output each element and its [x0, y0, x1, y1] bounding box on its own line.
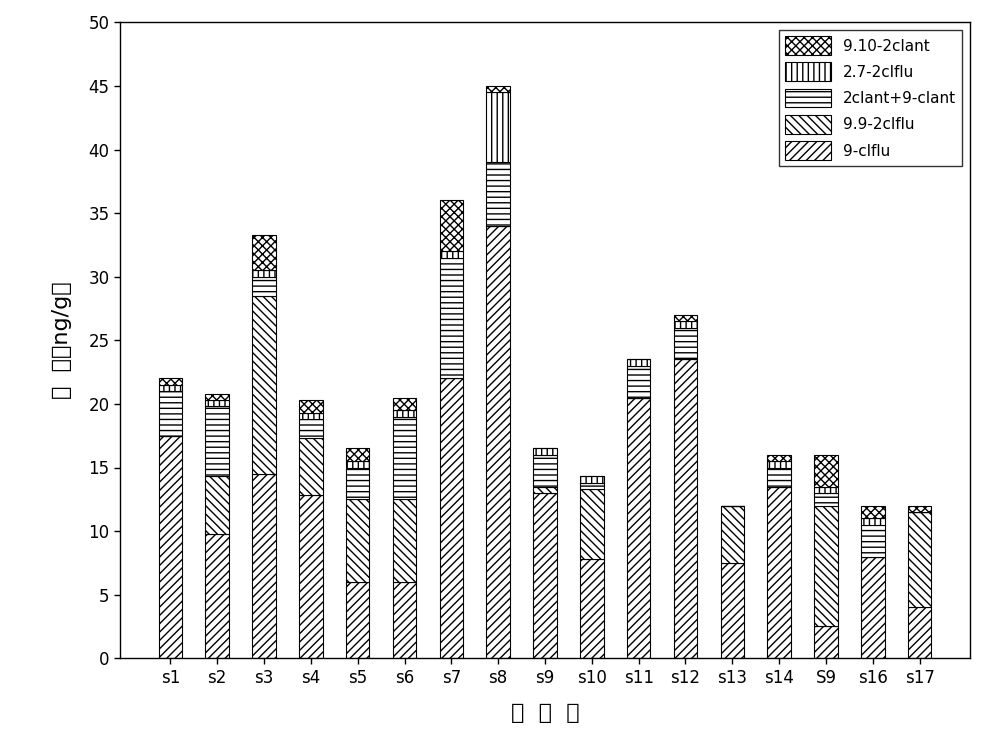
- Bar: [252, 474, 276, 658]
- Bar: [627, 366, 650, 398]
- Bar: [861, 525, 885, 557]
- Bar: [346, 582, 369, 658]
- Bar: [861, 518, 885, 525]
- Bar: [393, 500, 416, 582]
- Bar: [393, 582, 416, 658]
- Bar: [767, 468, 791, 487]
- Bar: [252, 277, 276, 296]
- Bar: [440, 251, 463, 258]
- Bar: [299, 413, 323, 419]
- Bar: [252, 296, 276, 474]
- Bar: [486, 226, 510, 658]
- Bar: [346, 461, 369, 468]
- Bar: [721, 506, 744, 563]
- Bar: [159, 391, 182, 435]
- Bar: [814, 506, 838, 627]
- Bar: [393, 398, 416, 410]
- Bar: [580, 476, 604, 482]
- Bar: [252, 235, 276, 271]
- Bar: [767, 487, 791, 658]
- Bar: [159, 435, 182, 658]
- Bar: [205, 406, 229, 476]
- Bar: [252, 271, 276, 277]
- Bar: [440, 378, 463, 658]
- X-axis label: 采  样  点: 采 样 点: [511, 703, 579, 723]
- Bar: [533, 455, 557, 487]
- Bar: [299, 438, 323, 495]
- Bar: [627, 398, 650, 658]
- Bar: [486, 93, 510, 162]
- Bar: [205, 393, 229, 400]
- Bar: [674, 322, 697, 328]
- Bar: [533, 449, 557, 455]
- Bar: [533, 487, 557, 493]
- Bar: [159, 384, 182, 391]
- Y-axis label: 浓  度（ng/g）: 浓 度（ng/g）: [52, 281, 72, 399]
- Bar: [861, 506, 885, 518]
- Bar: [440, 200, 463, 251]
- Bar: [393, 417, 416, 500]
- Bar: [580, 482, 604, 489]
- Bar: [908, 607, 931, 658]
- Bar: [205, 533, 229, 658]
- Bar: [908, 506, 931, 512]
- Bar: [767, 455, 791, 461]
- Bar: [346, 500, 369, 582]
- Bar: [814, 493, 838, 506]
- Bar: [299, 419, 323, 438]
- Bar: [767, 461, 791, 468]
- Bar: [346, 449, 369, 461]
- Bar: [440, 258, 463, 378]
- Bar: [721, 563, 744, 658]
- Legend: 9.10-2clant, 2.7-2clflu, 2clant+9-clant, 9.9-2clflu, 9-clflu: 9.10-2clant, 2.7-2clflu, 2clant+9-clant,…: [779, 30, 962, 166]
- Bar: [814, 627, 838, 658]
- Bar: [299, 495, 323, 658]
- Bar: [533, 493, 557, 658]
- Bar: [627, 360, 650, 366]
- Bar: [205, 476, 229, 533]
- Bar: [908, 512, 931, 607]
- Bar: [674, 315, 697, 322]
- Bar: [393, 410, 416, 417]
- Bar: [814, 455, 838, 487]
- Bar: [580, 559, 604, 658]
- Bar: [580, 489, 604, 559]
- Bar: [861, 557, 885, 658]
- Bar: [346, 468, 369, 500]
- Bar: [486, 86, 510, 93]
- Bar: [159, 378, 182, 384]
- Bar: [674, 360, 697, 658]
- Bar: [205, 400, 229, 406]
- Bar: [814, 487, 838, 493]
- Bar: [486, 162, 510, 226]
- Bar: [299, 400, 323, 413]
- Bar: [674, 328, 697, 360]
